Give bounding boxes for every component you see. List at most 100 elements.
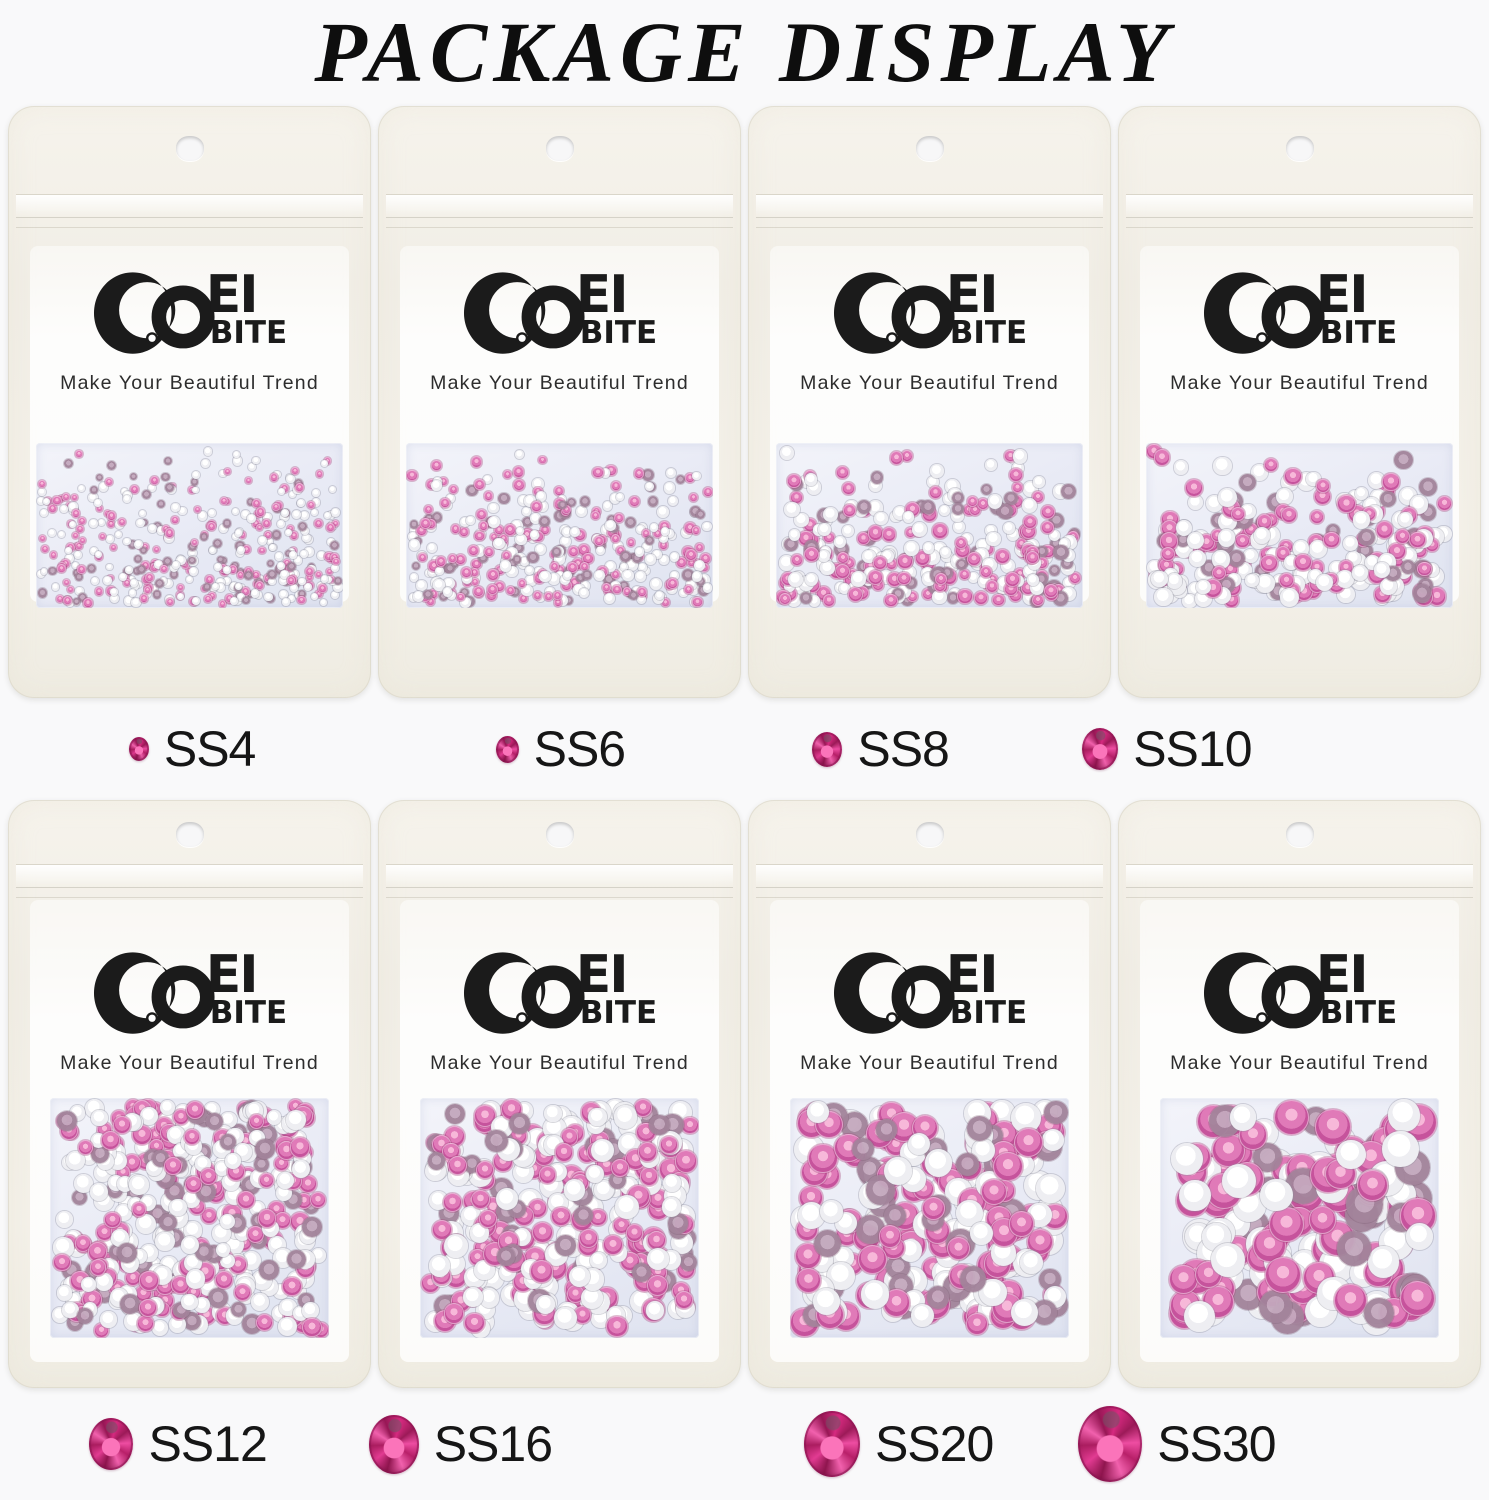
brand-tagline: Make Your Beautiful Trend xyxy=(1170,1052,1429,1074)
rhinestone xyxy=(266,559,275,568)
rhinestone xyxy=(252,457,260,465)
rhinestone xyxy=(675,474,685,484)
rhinestone xyxy=(52,495,62,505)
rhinestone xyxy=(189,566,199,576)
size-label: SS4 xyxy=(128,724,256,774)
rhinestone xyxy=(1256,573,1276,593)
rhinestone xyxy=(1002,521,1016,534)
rhinestone xyxy=(509,586,521,598)
rhinestone xyxy=(248,463,257,472)
rhinestone xyxy=(569,526,581,538)
hang-hole xyxy=(175,822,204,847)
rhinestone xyxy=(649,578,662,591)
rhinestone xyxy=(78,593,88,603)
rhinestone xyxy=(266,1110,282,1125)
rhinestone xyxy=(551,1206,571,1227)
rhinestone xyxy=(520,529,533,541)
rhinestone xyxy=(807,1101,829,1124)
size-label-text: SS6 xyxy=(533,721,627,777)
rhinestone xyxy=(1196,579,1211,595)
rhinestone xyxy=(1231,507,1245,521)
rhinestone xyxy=(1280,507,1297,524)
rhinestone xyxy=(266,537,274,545)
hang-hole xyxy=(545,136,574,161)
rhinestone xyxy=(652,549,662,559)
rhinestone xyxy=(554,1306,577,1330)
rhinestone xyxy=(674,1150,698,1174)
rhinestone xyxy=(905,577,917,589)
rhinestone xyxy=(995,549,1010,564)
rhinestone xyxy=(72,597,81,606)
rhinestone xyxy=(116,1243,137,1264)
rhinestone xyxy=(144,573,155,583)
rhinestone-gem-icon xyxy=(368,1414,419,1474)
rhinestone xyxy=(444,1104,466,1125)
rhinestone xyxy=(658,540,669,550)
rhinestone xyxy=(575,506,587,518)
size-label: SS10 xyxy=(1082,724,1253,774)
rhinestone xyxy=(122,578,132,588)
rhinestone xyxy=(278,590,288,600)
rhinestone xyxy=(1033,476,1045,488)
rhinestone xyxy=(817,549,831,563)
rhinestone xyxy=(456,592,465,602)
brand-tagline: Make Your Beautiful Trend xyxy=(60,372,319,394)
rhinestone xyxy=(867,525,884,541)
rhinestone xyxy=(1260,554,1278,573)
rhinestone xyxy=(987,574,999,586)
rhinestone xyxy=(159,1213,177,1232)
rhinestone xyxy=(875,1119,898,1141)
rhinestone xyxy=(554,570,565,581)
brand-logo-text-ei: EI xyxy=(575,945,629,1005)
rhinestone xyxy=(1250,464,1268,481)
rhinestone xyxy=(95,505,103,512)
rhinestone xyxy=(1041,505,1056,520)
rhinestone xyxy=(37,487,46,496)
rhinestone xyxy=(94,587,104,596)
rhinestone xyxy=(171,516,179,524)
brand-logo-text-bite: BITE xyxy=(579,314,658,351)
rhinestone xyxy=(804,573,818,586)
rhinestone xyxy=(73,569,81,577)
rhinestone xyxy=(1013,1128,1043,1158)
rhinestone xyxy=(1009,468,1024,483)
rhinestone xyxy=(100,1311,117,1328)
rhinestone xyxy=(552,591,562,601)
rhinestone xyxy=(867,500,884,516)
rhinestone xyxy=(553,597,563,607)
rhinestone xyxy=(625,1223,644,1242)
rhinestone xyxy=(331,563,340,572)
rhinestone xyxy=(784,502,800,518)
rhinestone xyxy=(40,508,49,517)
rhinestone xyxy=(290,583,299,592)
rhinestone xyxy=(429,589,439,599)
rhinestone xyxy=(554,510,566,523)
rhinestone xyxy=(518,495,529,506)
rhinestone xyxy=(58,530,66,539)
rhinestone xyxy=(311,488,320,497)
rhinestone xyxy=(321,460,329,468)
rhinestone xyxy=(71,531,80,539)
rhinestone xyxy=(547,573,560,586)
rhinestone xyxy=(580,562,589,572)
rhinestone xyxy=(538,516,550,527)
rhinestone xyxy=(88,492,98,503)
rhinestone xyxy=(603,1234,624,1255)
rhinestone xyxy=(224,468,231,475)
brand-logo: EI BITE xyxy=(770,948,1089,1042)
rhinestone-window xyxy=(1160,1098,1439,1338)
rhinestone xyxy=(90,1259,107,1276)
rhinestone xyxy=(973,590,989,605)
zip-seal xyxy=(16,864,363,898)
rhinestone xyxy=(199,532,208,542)
rhinestone xyxy=(600,468,611,478)
rhinestone xyxy=(37,588,47,598)
rhinestone xyxy=(842,504,856,518)
page-title: PACKAGE DISPLAY xyxy=(314,4,1175,100)
rhinestone xyxy=(106,563,113,571)
rhinestone xyxy=(934,580,947,592)
rhinestone xyxy=(665,467,676,478)
rhinestone xyxy=(661,1197,682,1217)
rhinestone xyxy=(254,1157,269,1172)
rhinestone xyxy=(953,520,966,533)
